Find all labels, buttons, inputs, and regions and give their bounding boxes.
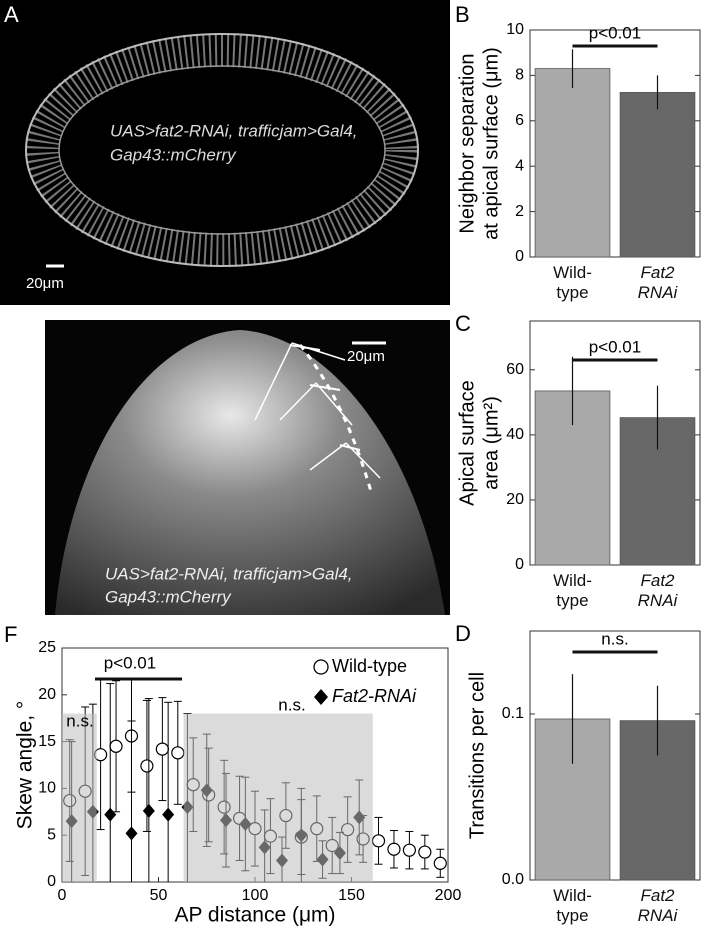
surface-curve [298,344,374,496]
epithelium [25,33,419,267]
outer-edge [25,33,419,267]
y-tick-label: 10 [506,21,524,38]
annotation: n.s. [278,695,305,714]
panel-label: A [4,2,19,27]
point [104,807,117,822]
panel-label: F [4,622,17,647]
point [433,856,447,870]
x-tick-label: Fat2 RNAi [637,571,678,610]
x-tick-label: 50 [150,887,168,904]
legend-label: Wild-type [332,656,407,676]
point [109,739,123,753]
y-axis-label: Transitions per cell [466,672,488,839]
y-axis-label: Skew angle, ° [14,701,37,830]
annotation: n.s. [66,711,93,730]
point [125,826,138,841]
y-tick-label: 20 [506,491,524,508]
point [142,803,155,818]
y-tick-label: 40 [506,426,524,443]
plot-frame [529,29,701,258]
y-axis-label: Apical surface [456,380,478,506]
y-tick-label: 0.1 [502,705,524,722]
x-tick-label: 150 [338,887,365,904]
y-tick-label: 0.0 [502,871,524,888]
x-tick-label: 200 [435,887,462,904]
y-tick-label: 0 [515,248,524,265]
y-tick-label: 25 [38,639,56,656]
y-axis-label: area (μm²) [480,396,502,490]
x-tick-label: Fat2 RNAi [637,263,678,302]
annotation: p<0.01 [104,653,156,672]
y-tick-label: 2 [515,203,524,220]
panel-label: C [455,311,471,336]
shaded-range [62,713,97,882]
plot-frame [529,320,701,566]
y-tick-label: 5 [47,826,56,843]
x-tick-label: 100 [242,887,269,904]
point [171,746,185,760]
point [402,843,416,857]
y-tick-label: 4 [515,157,524,174]
y-tick-label: 0 [47,873,56,890]
skew-lines [254,342,381,479]
x-tick-label: Wild-type [553,263,592,302]
image-a [0,0,450,305]
caption: Gap43::mCherry [110,145,237,164]
scale-label: 20μm [26,275,64,292]
point [155,742,169,756]
caption: Gap43::mCherry [105,587,232,606]
point [387,842,401,856]
annotation: p<0.01 [589,23,641,42]
shaded-range [183,713,373,882]
point [371,834,386,848]
y-tick-label: 8 [515,67,524,84]
panel-label: E [6,324,21,349]
egg-chamber [55,330,445,615]
y-tick-label: 0 [515,556,524,573]
legend-marker [314,689,328,705]
annotation: n.s. [601,629,628,648]
y-axis-label: at apical surface (μm) [480,47,502,240]
legend-label: Fat2-RNAi [332,686,417,706]
y-tick-label: 10 [38,780,56,797]
inner-edge [58,65,386,235]
x-tick-label: 0 [58,887,67,904]
panel-label: D [455,621,471,646]
x-axis-label: AP distance (μm) [174,904,335,927]
y-tick-label: 60 [506,361,524,378]
y-tick-label: 20 [38,686,56,703]
point [162,807,175,822]
bar [534,68,611,258]
caption: UAS>fat2-RNAi, trafficjam>Gal4, [105,564,353,583]
point [418,845,432,859]
point [140,759,154,773]
scale-label: 20μm [347,348,385,365]
x-tick-label: Wild-type [553,886,592,925]
caption: UAS>fat2-RNAi, trafficjam>Gal4, [110,121,358,140]
y-axis-label: Neighbor separation [456,53,478,233]
legend-marker [313,659,329,675]
x-tick-label: Fat2 RNAi [637,886,678,925]
y-tick-label: 6 [515,112,524,129]
plot-frame [529,630,701,881]
y-tick-label: 15 [38,733,56,750]
annotation: p<0.01 [589,337,641,356]
panel-label: B [455,2,470,27]
x-tick-label: Wild-type [553,571,592,610]
bar [619,92,696,258]
